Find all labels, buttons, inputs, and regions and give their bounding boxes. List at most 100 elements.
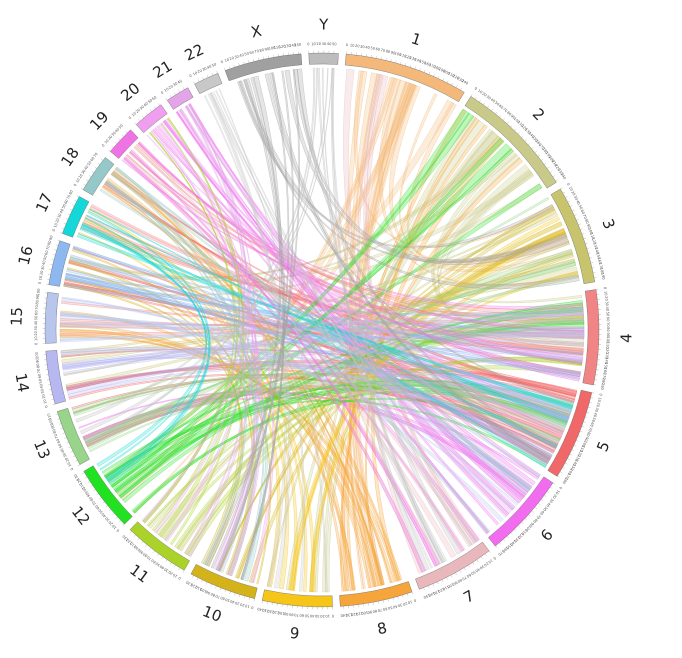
tick-label: 170 [428, 63, 437, 70]
tick-label: 30 [605, 301, 609, 307]
tick-mark [84, 476, 88, 479]
tick-mark [479, 99, 481, 103]
tick-label: 10 [53, 222, 59, 228]
tick-label: 240 [461, 79, 470, 86]
chromosome-label-17: 17 [32, 190, 56, 215]
tick-label: 180 [599, 267, 604, 275]
chromosome-label-12: 12 [68, 503, 94, 529]
tick-label: 90 [390, 50, 396, 55]
tick-label: 70 [380, 48, 386, 53]
chromosome-label-6: 6 [537, 526, 557, 545]
tick-mark [197, 79, 200, 82]
tick-label: 30 [573, 195, 579, 202]
tick-label: 80 [584, 219, 590, 225]
tick-mark [224, 589, 226, 593]
tick-mark [138, 119, 141, 122]
tick-mark [133, 534, 136, 537]
tick-label: 20 [39, 270, 44, 276]
tick-mark [474, 96, 477, 100]
tick-label: 170 [497, 549, 505, 557]
tick-label: 60 [37, 373, 42, 379]
tick-mark [108, 509, 112, 512]
tick-label: 90 [138, 548, 145, 554]
tick-mark [395, 60, 397, 63]
tick-label: 20 [570, 190, 576, 197]
tick-label: 120 [520, 124, 528, 132]
tick-mark [55, 413, 59, 415]
tick-label: 60 [249, 50, 255, 55]
tick-label: 120 [605, 347, 610, 355]
tick-mark [55, 244, 59, 246]
tick-mark [576, 440, 579, 442]
tick-label: 140 [604, 357, 609, 365]
tick-mark [65, 218, 69, 220]
chromosome-label-19: 19 [86, 108, 112, 134]
tick-label: 90 [452, 580, 459, 586]
tick-mark [100, 158, 103, 161]
tick-label: 30 [397, 603, 403, 608]
tick-mark [50, 264, 53, 266]
tick-label: 150 [603, 362, 608, 370]
chord-link-10-3 [218, 227, 566, 572]
tick-mark [510, 125, 513, 128]
tick-label: 150 [505, 542, 513, 550]
tick-label: 80 [606, 327, 610, 332]
tick-label: 20 [197, 68, 203, 74]
chord-link-21-11 [187, 103, 257, 557]
tick-mark [108, 149, 111, 152]
tick-label: 100 [48, 417, 54, 425]
chord-link-x-10 [204, 69, 301, 567]
chord-link-22-9 [218, 88, 328, 593]
tick-mark [69, 209, 73, 211]
tick-label: 130 [409, 56, 417, 62]
tick-mark [521, 521, 524, 524]
tick-mark [87, 481, 90, 483]
tick-mark [464, 567, 466, 570]
tick-mark [534, 506, 538, 509]
tick-mark [514, 128, 517, 131]
chord-link-15-4 [59, 312, 584, 343]
tick-mark [534, 150, 537, 153]
tick-mark [583, 238, 587, 240]
tick-label: 220 [452, 74, 461, 81]
chord-link-22-7 [212, 91, 448, 564]
chromosome-arc-16 [48, 240, 71, 287]
tick-label: 180 [561, 477, 568, 486]
tick-label: 40 [42, 259, 47, 265]
tick-label: 20 [355, 44, 361, 49]
tick-label: 110 [517, 120, 525, 128]
tick-mark [547, 167, 550, 169]
chromosome-arc-10 [190, 564, 258, 599]
tick-label: 20 [319, 614, 324, 618]
tick-label: 90 [586, 224, 592, 230]
tick-label: 90 [583, 436, 589, 442]
tick-label: 40 [474, 567, 481, 573]
tick-mark [205, 582, 208, 585]
chromosome-label-14: 14 [12, 372, 33, 394]
chromosome-label-21: 21 [150, 57, 176, 82]
tick-mark [62, 432, 65, 434]
tick-mark [94, 167, 97, 169]
chord-link-2-4 [436, 168, 583, 304]
tick-mark [589, 257, 593, 259]
tick-mark [502, 118, 505, 121]
tick-label: 140 [528, 131, 536, 139]
tick-label: 90 [528, 521, 535, 528]
tick-mark [52, 254, 56, 256]
chord-link-21-6 [184, 105, 533, 490]
tick-mark [141, 541, 144, 544]
tick-mark [228, 66, 231, 69]
tick-mark [552, 175, 555, 177]
tick-mark [537, 154, 541, 157]
tick-mark [506, 121, 509, 124]
tick-label: 90 [606, 332, 610, 337]
tick-mark [93, 489, 96, 492]
tick-label: 140 [427, 591, 436, 598]
tick-label: 130 [574, 454, 581, 463]
tick-label: 170 [538, 143, 546, 151]
tick-mark [52, 403, 56, 405]
tick-mark [586, 247, 590, 249]
tick-label: 30 [548, 498, 554, 505]
tick-mark [593, 272, 596, 274]
tick-mark [145, 544, 148, 547]
